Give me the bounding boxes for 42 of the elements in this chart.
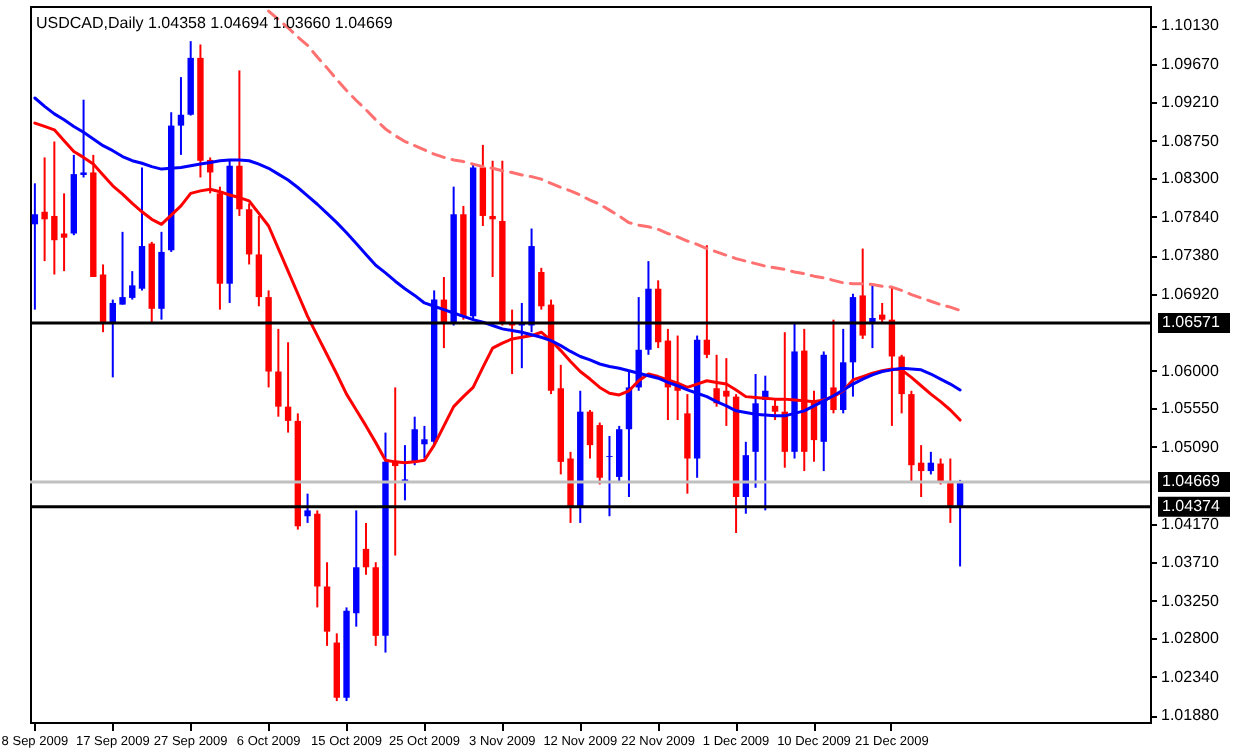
y-tick-label: 1.09210	[1161, 93, 1220, 112]
candlestick	[245, 202, 253, 266]
candlestick	[284, 341, 292, 434]
y-tick-label: 1.02800	[1161, 629, 1220, 648]
candlestick	[304, 492, 311, 524]
candlestick	[255, 214, 263, 308]
chart-title: USDCAD,Daily 1.04358 1.04694 1.03660 1.04669	[36, 14, 394, 32]
y-tick-label: 1.09670	[1161, 54, 1220, 73]
candlestick	[323, 561, 331, 647]
y-tick-label: 1.03710	[1161, 553, 1220, 572]
line-series	[267, 9, 962, 312]
y-tick-label: 1.02340	[1161, 667, 1220, 686]
candlestick	[684, 393, 691, 495]
candlestick	[830, 318, 837, 415]
y-tick-label: 1.03250	[1161, 591, 1220, 610]
candlestick	[362, 521, 370, 576]
y-tick-label: 1.06920	[1161, 284, 1220, 303]
ref-line-label: 1.04669	[1162, 472, 1221, 491]
y-tick-label: 1.04170	[1161, 514, 1220, 533]
y-tick-label: 1.08750	[1161, 131, 1220, 150]
y-tick-label: 1.10130	[1161, 16, 1220, 35]
y-tick-label: 1.06000	[1161, 361, 1220, 380]
candlestick	[177, 76, 185, 156]
y-tick-label: 1.01880	[1161, 706, 1220, 725]
candlestick	[703, 244, 711, 360]
candlestick	[947, 457, 954, 524]
candlestick	[859, 247, 866, 340]
candlestick	[586, 409, 594, 460]
y-tick-label: 1.07840	[1161, 207, 1220, 226]
ref-line-label: 1.06571	[1162, 312, 1221, 331]
y-tick-label: 1.05550	[1161, 399, 1220, 418]
candlestick	[489, 159, 496, 279]
candlestick	[138, 166, 146, 292]
candlestick	[275, 327, 282, 418]
candlestick	[898, 353, 905, 415]
ref-line-label: 1.04374	[1162, 496, 1221, 515]
y-tick-label: 1.07380	[1161, 246, 1220, 265]
y-tick-label: 1.08300	[1161, 169, 1220, 188]
candlestick	[878, 301, 886, 325]
y-tick-label: 1.05090	[1161, 437, 1220, 456]
candlestick	[771, 398, 779, 422]
candlestick	[31, 182, 39, 311]
